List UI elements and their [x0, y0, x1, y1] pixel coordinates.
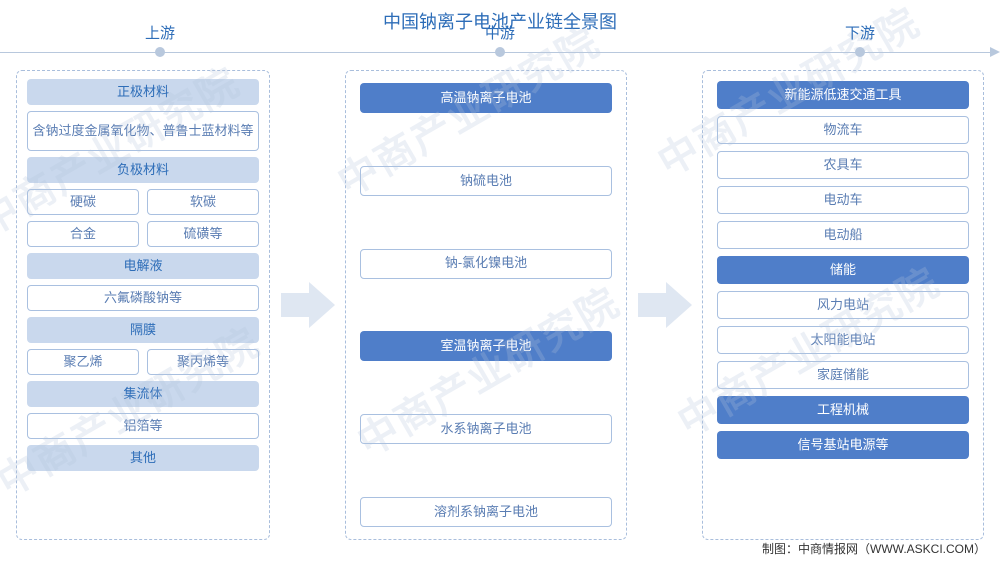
material-box: 软碳	[147, 189, 259, 215]
downstream-item: 信号基站电源等	[717, 431, 969, 459]
material-box: 硫磺等	[147, 221, 259, 247]
midstream-item: 钠-氯化镍电池	[360, 249, 612, 279]
timeline-label: 下游	[845, 22, 875, 43]
material-box: 聚乙烯	[27, 349, 139, 375]
material-row: 合金硫磺等	[27, 221, 259, 247]
material-box: 六氟磷酸钠等	[27, 285, 259, 311]
downstream-item: 电动车	[717, 186, 969, 214]
arrow-gap-2	[627, 70, 702, 540]
flow-arrow-icon	[638, 282, 692, 328]
stage-row: 正极材料含钠过度金属氧化物、普鲁士蓝材料等负极材料硬碳软碳合金硫磺等电解液六氟磷…	[0, 70, 1000, 540]
material-row: 聚乙烯聚丙烯等	[27, 349, 259, 375]
material-box: 硬碳	[27, 189, 139, 215]
upstream-column: 正极材料含钠过度金属氧化物、普鲁士蓝材料等负极材料硬碳软碳合金硫磺等电解液六氟磷…	[16, 70, 270, 540]
midstream-item: 高温钠离子电池	[360, 83, 612, 113]
midstream-item: 水系钠离子电池	[360, 414, 612, 444]
midstream-item: 钠硫电池	[360, 166, 612, 196]
timeline: 上游中游下游	[0, 40, 1000, 66]
timeline-dot	[495, 47, 505, 57]
material-box: 铝箔等	[27, 413, 259, 439]
midstream-column: 高温钠离子电池钠硫电池钠-氯化镍电池室温钠离子电池水系钠离子电池溶剂系钠离子电池	[345, 70, 627, 540]
midstream-item: 室温钠离子电池	[360, 331, 612, 361]
material-box: 聚丙烯等	[147, 349, 259, 375]
footer-credit: 制图：中商情报网（WWW.ASKCI.COM）	[762, 540, 986, 557]
timeline-arrowhead-icon	[990, 47, 1000, 57]
flow-arrow-icon	[281, 282, 335, 328]
downstream-item: 电动船	[717, 221, 969, 249]
downstream-item: 风力电站	[717, 291, 969, 319]
material-box: 含钠过度金属氧化物、普鲁士蓝材料等	[27, 111, 259, 151]
downstream-item: 新能源低速交通工具	[717, 81, 969, 109]
downstream-item: 工程机械	[717, 396, 969, 424]
timeline-dot	[155, 47, 165, 57]
section-header: 隔膜	[27, 317, 259, 343]
material-row: 硬碳软碳	[27, 189, 259, 215]
timeline-label: 中游	[485, 22, 515, 43]
timeline-dot	[855, 47, 865, 57]
midstream-item: 溶剂系钠离子电池	[360, 497, 612, 527]
arrow-gap-1	[270, 70, 345, 540]
section-header: 正极材料	[27, 79, 259, 105]
section-header: 电解液	[27, 253, 259, 279]
timeline-label: 上游	[145, 22, 175, 43]
downstream-item: 太阳能电站	[717, 326, 969, 354]
downstream-item: 农具车	[717, 151, 969, 179]
section-header: 其他	[27, 445, 259, 471]
downstream-column: 新能源低速交通工具物流车农具车电动车电动船储能风力电站太阳能电站家庭储能工程机械…	[702, 70, 984, 540]
section-header: 负极材料	[27, 157, 259, 183]
downstream-item: 储能	[717, 256, 969, 284]
section-header: 集流体	[27, 381, 259, 407]
downstream-item: 物流车	[717, 116, 969, 144]
material-box: 合金	[27, 221, 139, 247]
downstream-item: 家庭储能	[717, 361, 969, 389]
